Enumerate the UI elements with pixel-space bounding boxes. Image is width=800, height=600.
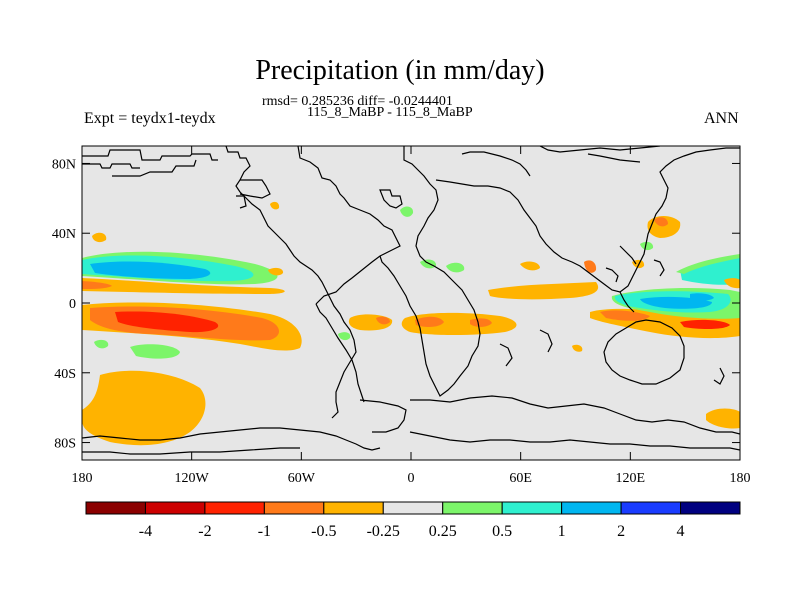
anomaly-south-indian-orange [415, 316, 444, 327]
colorbar-swatch [382, 501, 444, 515]
x-tick-label: 60E [509, 471, 532, 486]
colorbar-swatch [501, 501, 563, 515]
colorbar-label: 4 [677, 523, 685, 540]
anomaly-india-orange [584, 260, 597, 273]
anomaly-south-pacific-red [115, 311, 219, 333]
y-tick-label: 80N [52, 157, 76, 172]
experiment-label: Expt = teydx1-teydx [84, 110, 216, 127]
anomaly-west-pacific-red [680, 319, 730, 330]
anomaly-south-pacific-green-small [94, 339, 109, 349]
x-tick-label: 180 [730, 471, 751, 486]
colorbar-swatch [144, 501, 206, 515]
colorbar-label: -4 [139, 523, 152, 540]
colorbar-label: -0.25 [367, 523, 400, 540]
anomaly-caribbean-yellow [92, 232, 107, 243]
anomaly-nw-pacific-green [676, 254, 740, 274]
chart-title: Precipitation (in mm/day) [255, 55, 545, 86]
anomaly-west-pacific-blue-2 [690, 293, 714, 301]
colorbar-swatch [561, 501, 622, 515]
colorbar-label: 1 [558, 523, 566, 540]
colorbar-swatch [85, 501, 146, 515]
anomaly-north-africa-yellow-dot [270, 201, 280, 210]
anomaly-india-yellow [520, 261, 540, 271]
y-tick-label: 40N [52, 227, 76, 242]
anomaly-north-pacific-blue [90, 261, 211, 279]
anomaly-africa-green [420, 259, 437, 269]
colorbar-swatch [204, 501, 265, 515]
precip-field [82, 146, 740, 460]
x-tick-label: 0 [408, 471, 415, 486]
comparison-label: 115_8_MaBP - 115_8_MaBP [307, 105, 473, 120]
coastlines [82, 146, 740, 455]
anomaly-south-atlantic-orange [376, 316, 390, 325]
colorbar: -4 -2 -1 -0.5 -0.25 0.25 0.5 1 2 4 [85, 501, 741, 540]
anomaly-nw-pacific-yellow [724, 278, 740, 289]
anomaly-southern-ocean-east-yellow [706, 408, 740, 429]
anomaly-north-indian-yellow [488, 282, 599, 300]
anomaly-north-atlantic-dot [268, 267, 284, 276]
anomaly-west-pacific-orange [600, 310, 650, 321]
x-tick-label: 180 [72, 471, 93, 486]
y-tick-label: 0 [69, 297, 76, 312]
colorbar-swatch [263, 501, 325, 515]
x-axis: 180 120W 60W 0 60E 120E 180 [72, 146, 751, 486]
anomaly-indian-yellow-dot [572, 344, 583, 352]
colorbar-swatch [323, 501, 384, 515]
colorbar-label: -1 [258, 523, 271, 540]
anomaly-west-pacific-blue [640, 296, 712, 309]
stats-line: rmsd= 0.285236 diff= -0.0244401 [262, 94, 453, 109]
season-label: ANN [704, 110, 739, 127]
anomaly-east-asia-green [640, 241, 654, 251]
y-tick-label: 40S [54, 367, 76, 382]
x-tick-label: 120W [175, 471, 210, 486]
y-axis: 80N 40N 0 40S 80S [52, 157, 740, 452]
anomaly-south-pacific-green [130, 344, 180, 359]
colorbar-label: 0.25 [429, 523, 457, 540]
colorbar-label: 0.5 [492, 523, 512, 540]
y-tick-label: 80S [54, 437, 76, 452]
anomaly-equatorial-pacific-orange [82, 278, 285, 294]
colorbar-swatch [620, 501, 682, 515]
colorbar-swatch [680, 501, 741, 515]
x-tick-label: 120E [616, 471, 646, 486]
colorbar-label: -0.5 [311, 523, 336, 540]
x-tick-label: 60W [288, 471, 316, 486]
colorbar-swatch [442, 501, 503, 515]
anomaly-equatorial-pacific-core [82, 281, 112, 289]
anomaly-atlantic-green-small [338, 332, 351, 341]
anomaly-southern-ocean-yellow [82, 370, 206, 446]
anomaly-atlantic-green [400, 206, 414, 217]
anomaly-nw-pacific-teal [680, 256, 740, 285]
anomaly-africa-green-2 [446, 262, 465, 273]
anomaly-south-indian-orange-2 [470, 318, 492, 327]
colorbar-label: 2 [617, 523, 625, 540]
anomaly-east-asia-orange [654, 217, 668, 227]
colorbar-label: -2 [198, 523, 211, 540]
